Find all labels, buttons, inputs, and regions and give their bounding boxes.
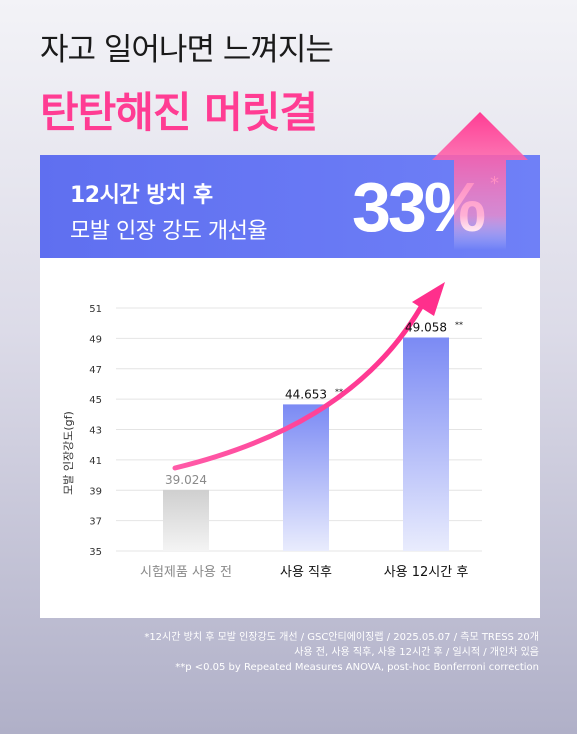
value-label-2: 44.653 (285, 387, 327, 401)
value-label-1: 39.024 (165, 473, 207, 487)
y-tick-label: 41 (89, 456, 102, 467)
significance-mark-2: ** (335, 387, 343, 396)
trend-curve (172, 297, 428, 471)
bar-1 (163, 489, 209, 551)
headline: 자고 일어나면 느껴지는 탄탄해진 머릿결 (40, 24, 334, 140)
headline-line1: 자고 일어나면 느껴지는 (40, 32, 334, 68)
category-label-1: 시험제품 사용 전 (140, 565, 232, 580)
footnotes: *12시간 방치 후 모발 인장강도 개선 / GSC안티에이징랩 / 2025… (144, 630, 539, 675)
trend-arrowhead-icon (412, 282, 445, 316)
significance-mark-3: ** (455, 320, 463, 329)
category-label-3: 사용 12시간 후 (384, 565, 469, 580)
y-tick-label: 35 (89, 547, 102, 558)
y-tick-label: 49 (89, 334, 102, 345)
chart-labels: 51 49 47 45 43 41 39 37 35 39.024 시험제품 사용 전 44.653 *… (89, 304, 468, 580)
footnote-line3: **p <0.05 by Repeated Measures ANOVA, po… (175, 662, 539, 673)
banner-line2: 모발 인장 강도 개선율 (70, 219, 268, 244)
banner-line1: 12시간 방치 후 (70, 183, 213, 208)
value-label-3: 49.058 (405, 320, 447, 334)
y-tick-label: 43 (89, 426, 102, 437)
y-axis-title: 모발 인장강도(gf) (62, 411, 75, 495)
footnote-line2: 사용 전, 사용 직후, 사용 12시간 후 / 일시적 / 개인차 있음 (294, 647, 539, 658)
y-tick-label: 51 (89, 304, 102, 315)
up-arrow-icon (432, 112, 528, 250)
footnote-line1: *12시간 방치 후 모발 인장강도 개선 / GSC안티에이징랩 / 2025… (144, 632, 539, 643)
chart-bars (163, 337, 449, 551)
y-tick-label: 37 (89, 517, 102, 528)
bar-3 (403, 337, 449, 551)
headline-line2: 탄탄해진 머릿결 (40, 88, 318, 137)
y-tick-label: 47 (89, 365, 102, 376)
category-label-2: 사용 직후 (280, 565, 332, 580)
y-tick-label: 39 (89, 486, 102, 497)
y-tick-label: 45 (89, 395, 102, 406)
